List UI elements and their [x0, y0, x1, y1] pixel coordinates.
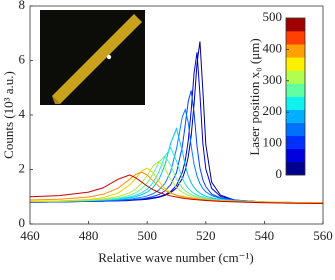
- x-tick-label: 560: [313, 228, 333, 243]
- colorbar-tick-label: 100: [263, 135, 283, 150]
- y-tick-label: 6: [19, 51, 26, 66]
- colorbar-frame: [285, 17, 306, 176]
- colorbar-tick-label: 400: [263, 40, 283, 55]
- inset-image: [40, 10, 145, 105]
- x-tick-label: 540: [255, 228, 275, 243]
- colorbar-label: Laser position x₀ (μm): [247, 38, 262, 155]
- y-tick-label: 8: [19, 0, 26, 12]
- colorbar-swatch: [286, 161, 305, 176]
- spectrum-line: [29, 107, 324, 204]
- spectrum-line: [29, 174, 324, 205]
- y-tick-label: 4: [19, 106, 26, 121]
- inset-wire-end: [52, 96, 60, 104]
- colorbar-swatch: [286, 83, 305, 97]
- y-tick-label: 2: [19, 160, 26, 175]
- colorbar-tick-label: 200: [263, 103, 283, 118]
- colorbar-swatch: [286, 70, 305, 84]
- colorbar-swatch: [286, 44, 305, 58]
- spectrum-line: [29, 127, 324, 204]
- x-axis-label: Relative wave number (cm⁻¹): [98, 250, 254, 265]
- colorbar-tick-label: 300: [263, 72, 283, 87]
- inset-wire: [52, 14, 142, 104]
- colorbar-swatch: [286, 96, 305, 110]
- spectrum-line: [29, 90, 324, 204]
- spectrum-line: [29, 171, 324, 204]
- colorbar-tick-label: 500: [263, 9, 283, 24]
- colorbar-tick-label: 0: [276, 166, 283, 181]
- colorbar: 0 100 200 300 400 500: [263, 9, 306, 181]
- inset-laser-spot: [106, 54, 112, 60]
- colorbar-swatch: [286, 109, 305, 123]
- x-tick-label: 520: [196, 228, 216, 243]
- colorbar-swatch: [286, 122, 305, 137]
- y-axis-label: Counts (10³ a.u.): [1, 71, 16, 159]
- colorbar-swatch: [286, 148, 305, 163]
- colorbar-swatch: [286, 31, 305, 45]
- x-tick-label: 480: [79, 228, 99, 243]
- lines: [29, 41, 324, 205]
- x-tick-label: 460: [20, 228, 40, 243]
- colorbar-swatch: [286, 18, 305, 32]
- x-tick-label: 500: [137, 228, 157, 243]
- y-tick-label: 0: [19, 215, 26, 230]
- colorbar-swatch: [286, 57, 305, 71]
- colorbar-swatch: [286, 135, 305, 150]
